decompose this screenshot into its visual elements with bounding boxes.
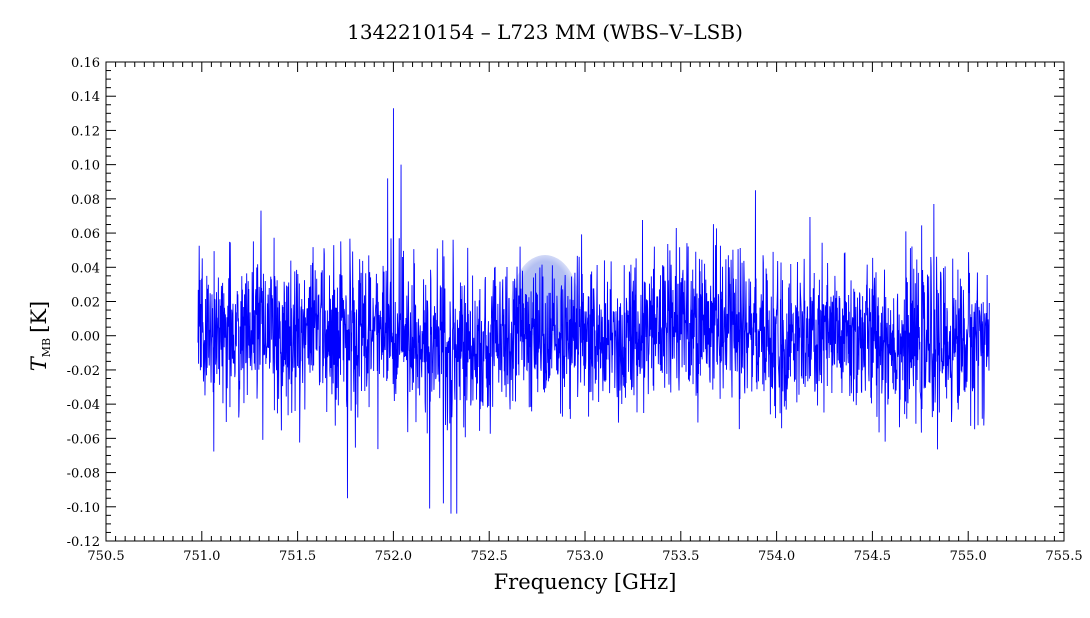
x-tick-label: 755.0 xyxy=(950,549,987,564)
spectrum-line xyxy=(197,108,990,514)
y-tick-label: 0.06 xyxy=(71,227,100,242)
y-tick-label: -0.02 xyxy=(67,364,100,379)
x-axis-label: Frequency [GHz] xyxy=(494,570,677,594)
x-tick-label: 753.0 xyxy=(566,549,603,564)
plot-frame xyxy=(105,61,1065,542)
x-tick-label: 750.5 xyxy=(87,549,124,564)
y-axis-symbol: T xyxy=(27,355,51,371)
y-tick-label: 0.10 xyxy=(71,159,100,174)
axes xyxy=(105,61,1065,542)
y-tick-label: 0.16 xyxy=(71,56,100,71)
y-tick-label: 0.02 xyxy=(71,296,100,311)
chart-title: 1342210154 – L723 MM (WBS–V–LSB) xyxy=(347,20,743,44)
y-tick-label: -0.12 xyxy=(67,535,100,550)
x-tick-label: 752.0 xyxy=(375,549,412,564)
y-tick-labels: -0.12 -0.10 -0.08 -0.06 -0.04 -0.02 0.00 0.02 0.… xyxy=(67,56,100,550)
y-tick-label: 0.12 xyxy=(71,124,100,139)
y-tick-label: 0.04 xyxy=(71,261,100,276)
x-tick-label: 755.5 xyxy=(1045,549,1082,564)
y-tick-label: -0.10 xyxy=(67,501,100,516)
y-tick-label: -0.08 xyxy=(67,467,100,482)
x-tick-labels: 750.5 751.0 751.5 752.0 752.5 753.0 753.5 754.0… xyxy=(87,549,1082,564)
y-tick-label: 0.00 xyxy=(71,330,100,345)
y-tick-label: 0.08 xyxy=(71,193,100,208)
y-axis-unit: [K] xyxy=(27,301,51,333)
x-tick-label: 752.5 xyxy=(471,549,508,564)
x-tick-label: 754.0 xyxy=(758,549,795,564)
x-tick-label: 751.5 xyxy=(279,549,316,564)
y-tick-label: 0.14 xyxy=(71,90,100,105)
x-tick-label: 751.0 xyxy=(183,549,220,564)
y-axis-subscript: MB xyxy=(40,338,53,357)
y-axis-label: TMB [K] xyxy=(27,301,53,371)
y-tick-label: -0.06 xyxy=(67,432,100,447)
spectrum-series xyxy=(197,108,990,514)
x-tick-label: 753.5 xyxy=(662,549,699,564)
x-tick-label: 754.5 xyxy=(854,549,891,564)
y-tick-label: -0.04 xyxy=(67,398,100,413)
